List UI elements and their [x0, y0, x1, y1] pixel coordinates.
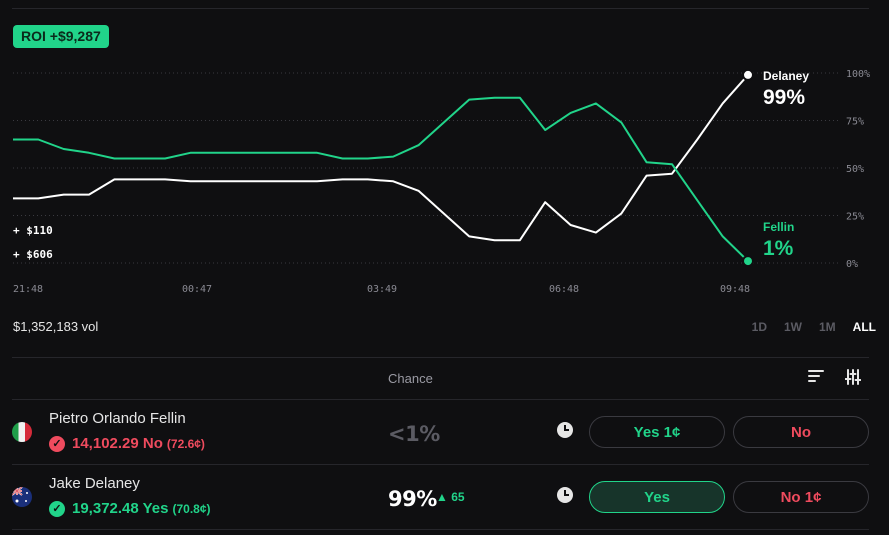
- position-holding: ✓ 14,102.29 No (72.6¢): [49, 435, 205, 452]
- buy-yes-button[interactable]: Yes: [589, 481, 725, 513]
- outcome-row: Pietro Orlando Fellin ✓ 14,102.29 No (72…: [12, 400, 869, 464]
- sort-icon[interactable]: [808, 370, 824, 384]
- position-label: + $110: [13, 224, 53, 237]
- outcome-name: Pietro Orlando Fellin: [49, 410, 186, 427]
- series-endpoint: [742, 68, 754, 81]
- series-line-fellin: [13, 96, 749, 262]
- buy-yes-button[interactable]: Yes 1¢: [589, 416, 725, 448]
- divider: [12, 399, 869, 400]
- volume-label: $1,352,183 vol: [13, 319, 99, 334]
- buy-no-button[interactable]: No 1¢: [733, 481, 869, 513]
- series-value-label: 99%: [763, 86, 805, 109]
- position-label: + $606: [13, 248, 53, 261]
- series-endpoint: [742, 255, 754, 268]
- chance-column-header: Chance: [388, 371, 433, 386]
- y-tick-label: 0%: [846, 259, 858, 270]
- range-1m-button[interactable]: 1M: [819, 320, 836, 334]
- price-chart: 100% 75% 50% 25% 0% 21:48 00:47 03:49 06:48 09:48…: [13, 68, 870, 295]
- holding-amount: 14,102.29 No: [72, 435, 163, 452]
- x-tick-label: 00:47: [182, 284, 212, 295]
- buy-no-button[interactable]: No: [733, 416, 869, 448]
- roi-badge: ROI +$9,287: [13, 25, 109, 48]
- clock-icon[interactable]: [557, 422, 573, 438]
- check-icon: ✓: [49, 435, 65, 452]
- italy-flag-icon: [12, 422, 32, 442]
- clock-icon[interactable]: [557, 487, 573, 503]
- chance-change: ▲ 65: [436, 490, 465, 504]
- top-divider: [12, 8, 869, 9]
- holding-price: (70.8¢): [172, 501, 211, 516]
- outcome-name: Jake Delaney: [49, 475, 140, 492]
- adjust-icon[interactable]: [845, 368, 861, 386]
- series-name-label: Delaney: [763, 69, 809, 83]
- divider: [12, 529, 869, 530]
- holding-price: (72.6¢): [166, 436, 205, 451]
- y-tick-label: 100%: [846, 69, 870, 80]
- divider: [12, 357, 869, 358]
- x-tick-label: 06:48: [549, 284, 579, 295]
- y-tick-label: 25%: [846, 212, 864, 223]
- series-value-label: 1%: [763, 237, 794, 260]
- divider: [12, 464, 869, 465]
- series-line-delaney: [13, 74, 749, 242]
- time-range-selector: 1D 1W 1M ALL: [752, 320, 876, 334]
- range-1w-button[interactable]: 1W: [784, 320, 802, 334]
- holding-amount: 19,372.48 Yes: [72, 500, 169, 517]
- x-tick-label: 09:48: [720, 284, 750, 295]
- chance-value: <1%: [388, 422, 440, 446]
- range-1d-button[interactable]: 1D: [751, 320, 767, 334]
- x-tick-label: 21:48: [13, 284, 43, 295]
- y-tick-label: 50%: [846, 164, 864, 175]
- check-icon: ✓: [49, 500, 65, 517]
- outcome-row: Jake Delaney ✓ 19,372.48 Yes (70.8¢) 99%…: [12, 465, 869, 529]
- y-tick-label: 75%: [846, 117, 864, 128]
- series-name-label: Fellin: [763, 220, 794, 234]
- chance-value: 99%: [388, 487, 437, 511]
- range-all-button[interactable]: ALL: [852, 320, 876, 334]
- position-holding: ✓ 19,372.48 Yes (70.8¢): [49, 500, 211, 517]
- australia-flag-icon: [12, 487, 32, 507]
- x-tick-label: 03:49: [367, 284, 397, 295]
